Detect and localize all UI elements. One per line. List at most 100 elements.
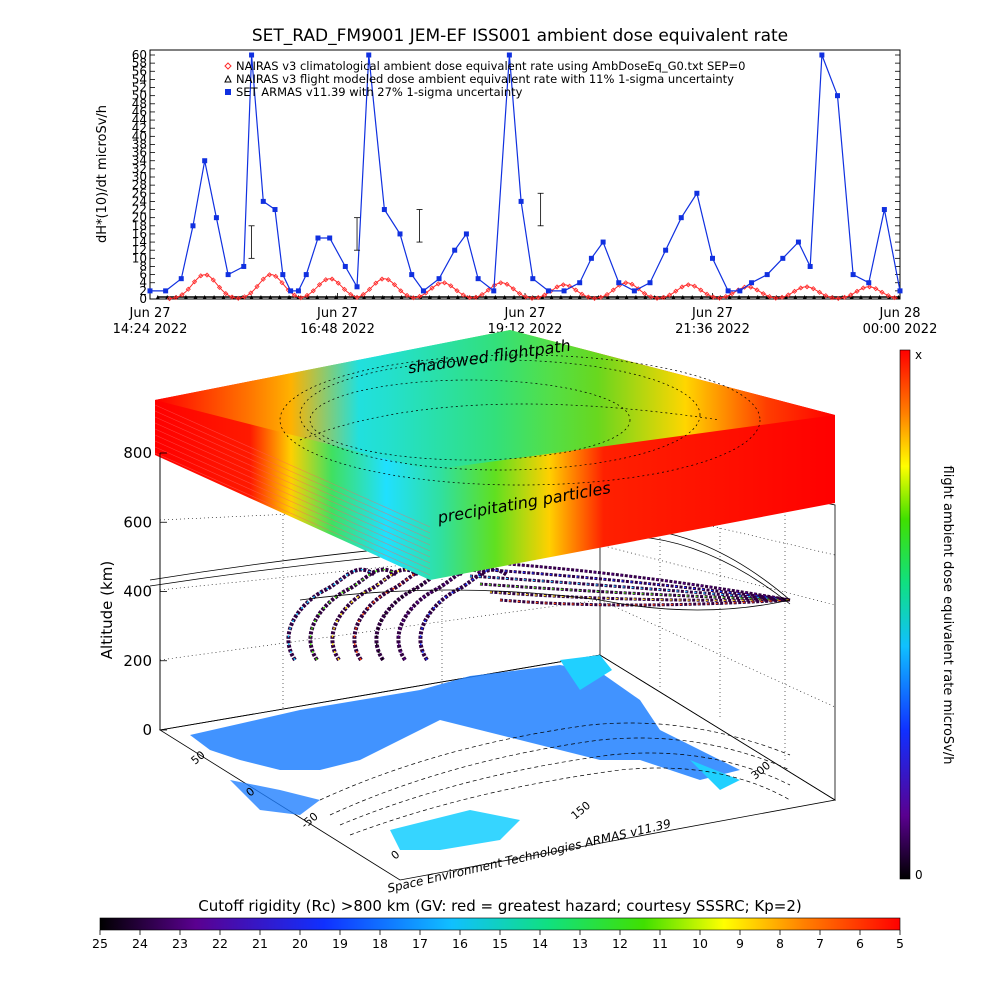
nairas-clim-point [179, 292, 185, 298]
armas-point [202, 158, 208, 164]
nairas-clim-point [485, 287, 491, 293]
slab-layer-line [154, 446, 431, 570]
nairas-flight-point [633, 294, 638, 299]
legend-symbol-diamond [224, 62, 232, 70]
dose-colorbar-bottom-tick: 0 [915, 868, 923, 882]
nairas-clim-point [748, 284, 754, 290]
y-tick-label: 16 [132, 227, 147, 241]
nairas-clim-point [779, 294, 785, 300]
nairas-clim-point [454, 288, 460, 294]
nairas-clim-point [685, 282, 691, 288]
rigidity-tick-label: 20 [292, 936, 308, 951]
armas-point [819, 52, 825, 58]
nairas-clim-point [598, 294, 604, 300]
y-tick-label: 46 [132, 105, 147, 119]
flight-track-segment [418, 567, 509, 662]
nairas-clim-point [235, 295, 241, 301]
nairas-clim-point [354, 294, 360, 300]
rigidity-tick-label: 24 [132, 936, 148, 951]
nairas-clim-point [798, 285, 804, 291]
nairas-clim-point [416, 293, 423, 300]
x-tick-label-date: Jun 27 [129, 306, 171, 321]
slab-top-face [155, 330, 835, 470]
flight-track-highlight [309, 568, 398, 661]
nairas-clim-point [641, 290, 648, 297]
armas-point [764, 272, 770, 278]
armas-point [725, 288, 731, 294]
nairas-flight-point [446, 294, 451, 299]
armas-point [561, 288, 567, 294]
y-tick-label: 48 [132, 97, 147, 111]
nairas-flight-point [371, 294, 376, 299]
y-tick-label: 54 [132, 72, 147, 86]
armas-point [631, 288, 637, 294]
flight-track-eastward [469, 574, 791, 602]
nairas-clim-point [573, 287, 579, 293]
top-y-axis-label: dH*(10)/dt microSv/h [95, 105, 110, 243]
y-tick-label: 6 [139, 268, 147, 282]
nairas-flight-point [493, 294, 498, 299]
rigidity-tick-label: 22 [212, 936, 228, 951]
nairas-clim-point [473, 294, 479, 300]
nairas-clim-point [291, 292, 298, 298]
nairas-clim-point [710, 294, 716, 300]
nairas-flight-point [737, 294, 742, 299]
slab-layer-line [154, 404, 431, 528]
nairas-clim-point [466, 294, 473, 301]
nairas-clim-point [304, 292, 310, 298]
armas-point [749, 280, 755, 286]
slab-layer-line [154, 422, 431, 546]
flight-track-highlight [375, 568, 464, 661]
nairas-flight-point [812, 294, 817, 299]
nairas-clim-point [323, 277, 329, 283]
slab-layer-line [154, 434, 431, 558]
nairas-flight-point [287, 294, 292, 299]
ground-track [319, 722, 791, 836]
armas-point [452, 247, 458, 253]
nairas-clim-point [629, 281, 635, 287]
nairas-clim-point [535, 294, 541, 301]
y-tick-label: 26 [132, 186, 147, 200]
rigidity-tick-label: 13 [572, 936, 588, 951]
nairas-clim-point [541, 292, 548, 298]
nairas-flight-point [258, 294, 263, 299]
flight-track-highlight [287, 568, 376, 661]
altitude-axis-label: Altitude (km) [98, 561, 116, 659]
rigidity-colorbar-gradient [99, 917, 901, 931]
top-y-axis-ticks: 0246810121416182022242628303234363840424… [132, 48, 900, 306]
armas-point [327, 235, 333, 241]
nairas-clim-point [716, 295, 723, 301]
rigidity-tick-label: 6 [856, 936, 864, 951]
y-tick-label: 22 [132, 203, 147, 217]
nairas-clim-point [441, 280, 448, 286]
nairas-flight-point [690, 294, 695, 299]
legend-entry-2: NAIRAS v3 flight modeled dose ambient eq… [236, 72, 734, 86]
nairas-flight-point [315, 294, 320, 299]
slab-contours [279, 354, 761, 486]
nairas-flight-point [868, 294, 873, 299]
armas-point [147, 288, 153, 294]
nairas-clim-point [329, 276, 335, 282]
nairas-clim-point [435, 281, 441, 287]
altitude-tick-label: 200 [123, 652, 152, 670]
nairas-clim-point [673, 288, 679, 294]
longitude-tick-label: 150 [569, 799, 593, 822]
nairas-flight-point [333, 294, 338, 299]
nairas-clim-point [766, 294, 773, 300]
armas-point [694, 190, 700, 196]
y-tick-label: 2 [139, 284, 147, 298]
nairas-flight-point [558, 294, 563, 299]
nairas-clim-point [229, 294, 235, 300]
map-landmass-antarctica [390, 810, 520, 850]
nairas-clim-point [335, 280, 341, 286]
armas-point [588, 255, 594, 261]
nairas-flight-point [221, 294, 226, 299]
nairas-flight-point [577, 294, 582, 299]
legend-symbol-square [225, 89, 231, 95]
armas-point [213, 215, 219, 221]
armas-point [272, 207, 278, 213]
flight-track-eastward-highlight [459, 567, 791, 601]
nairas-flight-point [849, 294, 854, 299]
nairas-clim-point [241, 294, 248, 300]
nairas-clim-point [341, 286, 348, 292]
